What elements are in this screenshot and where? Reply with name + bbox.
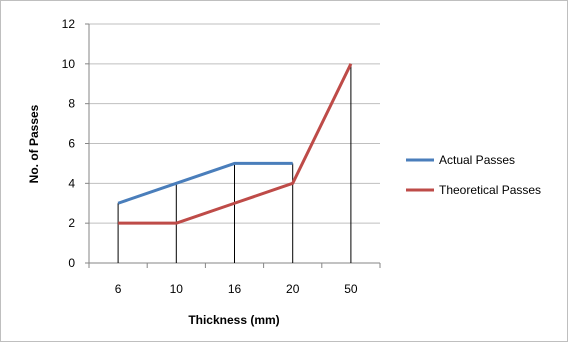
y-tick-labels: 0 2 4 6 8 10 12 (62, 17, 76, 270)
legend-label: Theoretical Passes (439, 183, 541, 197)
x-tick-labels: 6 10 16 20 50 (115, 282, 358, 296)
y-tick-label: 8 (68, 97, 75, 111)
legend: Actual Passes Theoretical Passes (406, 153, 541, 197)
y-tick-label: 2 (68, 216, 75, 230)
y-tick-label: 0 (68, 256, 75, 270)
legend-label: Actual Passes (439, 153, 515, 167)
x-tick-label: 20 (286, 282, 300, 296)
y-axis-title: No. of Passes (27, 104, 41, 183)
series-line-1 (118, 63, 353, 225)
x-axis-title: Thickness (mm) (188, 313, 279, 327)
x-tick-label: 16 (228, 282, 242, 296)
y-tick-label: 6 (68, 137, 75, 151)
y-tick-label: 10 (62, 57, 76, 71)
x-tick-label: 10 (170, 282, 184, 296)
x-tick-label: 6 (115, 282, 122, 296)
series-lines (117, 63, 353, 225)
y-tick-label: 12 (62, 17, 76, 31)
y-tick-label: 4 (68, 176, 75, 190)
series-line-0 (117, 161, 293, 205)
axes (85, 23, 381, 268)
x-tick-label: 50 (344, 282, 358, 296)
